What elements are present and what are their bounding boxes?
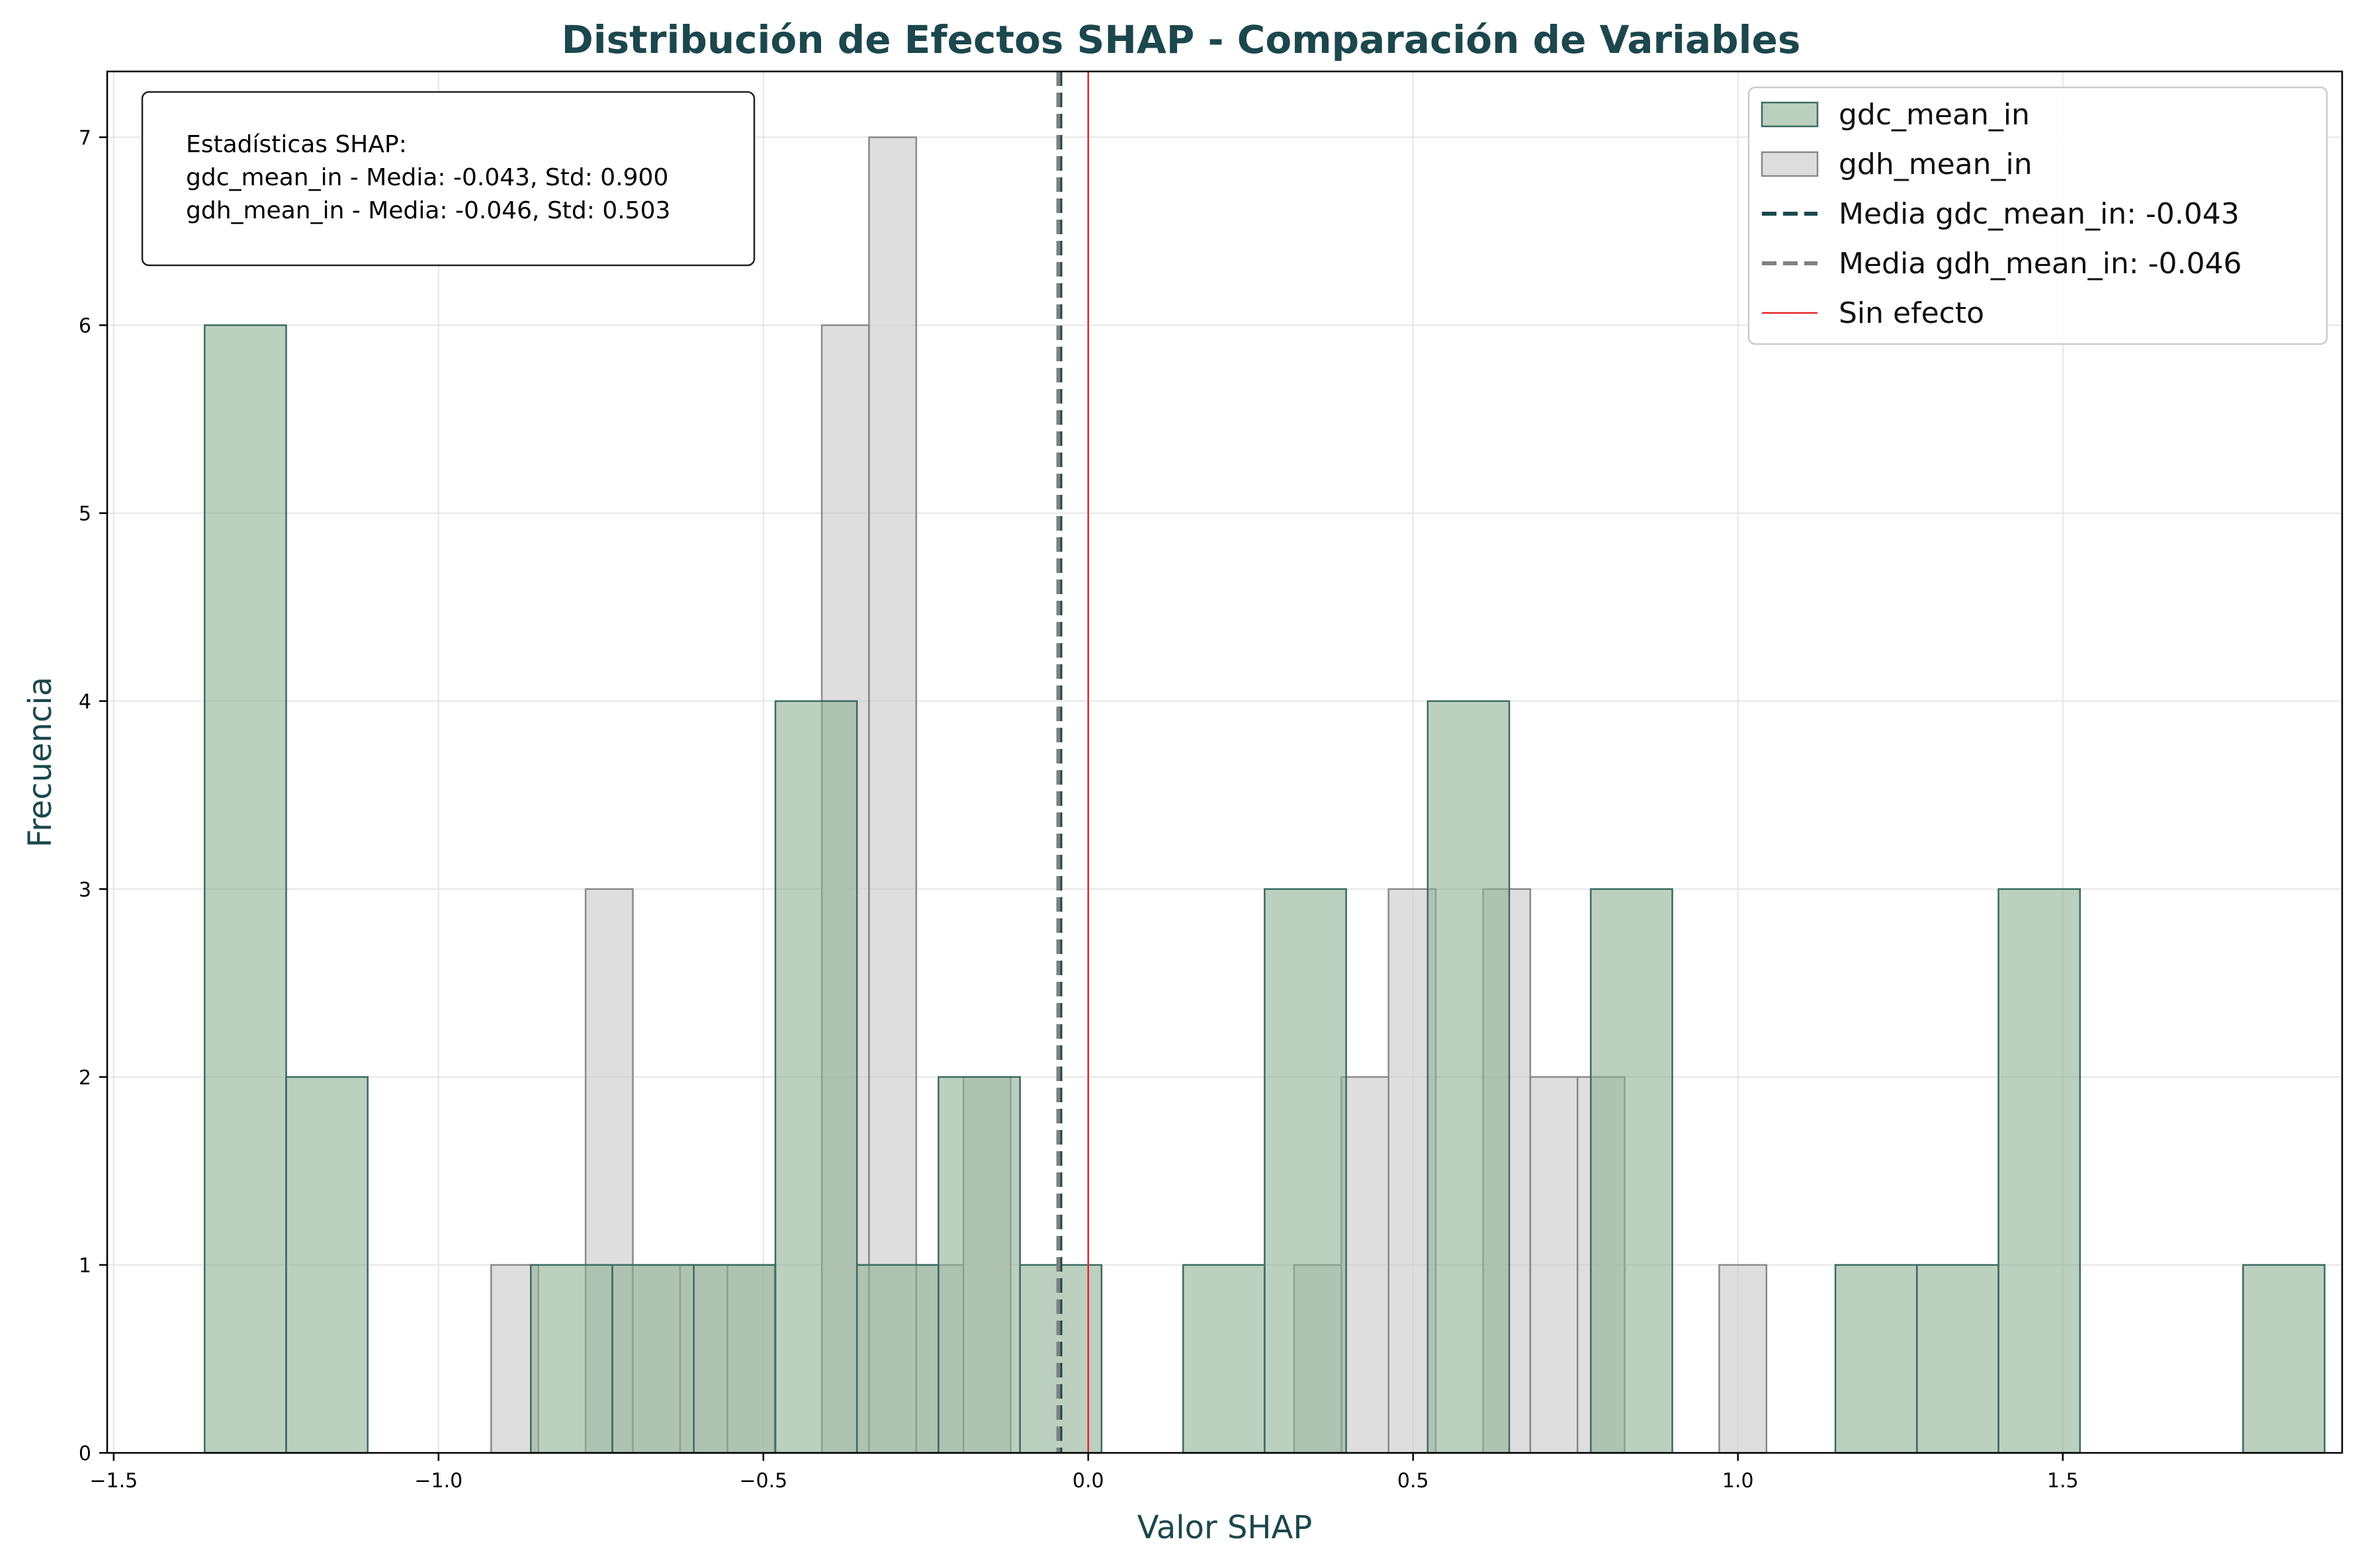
x-tick-label: 1.0 bbox=[1722, 1469, 1754, 1493]
stats-box: Estadísticas SHAP: gdc_mean_in - Media: … bbox=[141, 91, 756, 267]
gdc-mean-in-bar bbox=[1834, 1264, 1918, 1454]
chart-title: Distribución de Efectos SHAP - Comparaci… bbox=[562, 17, 1801, 62]
stats-line-gdc: gdc_mean_in - Media: -0.043, Std: 0.900 bbox=[186, 164, 668, 191]
legend-label: Sin efecto bbox=[1839, 296, 1984, 330]
y-tick-label: 2 bbox=[79, 1067, 91, 1090]
gdc-mean-in-bar bbox=[1426, 700, 1510, 1454]
legend-label: Media gdh_mean_in: -0.046 bbox=[1839, 247, 2242, 281]
y-tick-label: 5 bbox=[79, 503, 91, 526]
gdc-mean-in-bar bbox=[1590, 888, 1673, 1454]
gdc-mean-in-bar bbox=[285, 1076, 369, 1454]
legend-label: gdh_mean_in bbox=[1839, 148, 2033, 181]
stats-line-gdh: gdh_mean_in - Media: -0.046, Std: 0.503 bbox=[186, 197, 670, 224]
legend-swatch bbox=[1761, 151, 1819, 177]
gdc-mean-in-bar bbox=[204, 324, 287, 1454]
x-tick-label: −1.0 bbox=[414, 1469, 462, 1493]
y-tick-label: 6 bbox=[79, 315, 91, 338]
gdc-mean-in-bar bbox=[1997, 888, 2081, 1454]
y-tick-label: 1 bbox=[79, 1254, 91, 1278]
stats-heading: Estadísticas SHAP: bbox=[186, 131, 407, 158]
gdc-mean-in-bar bbox=[1264, 888, 1347, 1454]
x-tick-label: −0.5 bbox=[739, 1469, 787, 1493]
reference-lines bbox=[1056, 71, 1090, 1453]
gdc-mean-in-bar bbox=[693, 1264, 777, 1454]
gdh-mean-in-bar bbox=[1718, 1264, 1768, 1454]
x-tick-label: −1.5 bbox=[89, 1469, 138, 1493]
gdc-mean-in-bar bbox=[855, 1264, 940, 1454]
x-tick-label: 1.5 bbox=[2047, 1469, 2079, 1493]
y-tick-label: 4 bbox=[79, 691, 91, 714]
gdc-mean-in-bar bbox=[938, 1076, 1021, 1454]
x-axis-ticks: −1.5 −1.0 −0.5 0.0 0.5 1.0 1.5 bbox=[89, 1453, 2079, 1493]
x-axis-title: Valor SHAP bbox=[1137, 1509, 1313, 1546]
gdh-mean-in-bar bbox=[1340, 1076, 1390, 1454]
gdc-mean-in-bar bbox=[2242, 1264, 2326, 1454]
plot-frame bbox=[106, 70, 2343, 1454]
gdc-mean-in-bar bbox=[774, 700, 858, 1454]
gdc-mean-in-bar bbox=[611, 1264, 695, 1454]
gdh-mean-in-bar bbox=[868, 136, 918, 1454]
x-tick-label: 0.5 bbox=[1397, 1469, 1429, 1493]
x-tick-label: 0.0 bbox=[1072, 1469, 1104, 1493]
legend-label: Media gdc_mean_in: -0.043 bbox=[1839, 197, 2240, 231]
y-tick-label: 0 bbox=[79, 1442, 91, 1465]
gdc-mean-in-bar bbox=[1916, 1264, 1999, 1454]
gdh-mean-in-bar bbox=[1529, 1076, 1579, 1454]
gdc-mean-in-bar bbox=[1019, 1264, 1103, 1454]
gdc-mean-in-bar bbox=[1182, 1264, 1266, 1454]
y-axis-ticks: 0 1 2 3 4 5 6 7 bbox=[79, 126, 107, 1465]
gdc-mean-in-bar bbox=[529, 1264, 613, 1454]
y-axis-title: Frecuencia bbox=[22, 677, 59, 848]
stats-box-frame bbox=[141, 91, 756, 267]
y-tick-label: 3 bbox=[79, 879, 91, 902]
legend: gdc_mean_in gdh_mean_in Media gdc_mean_in:… bbox=[1747, 86, 2328, 345]
legend-swatch bbox=[1761, 101, 1819, 128]
legend-label: gdc_mean_in bbox=[1839, 98, 2030, 132]
legend-frame bbox=[1747, 86, 2328, 345]
y-tick-label: 7 bbox=[79, 126, 91, 150]
legend-entries: gdc_mean_in gdh_mean_in Media gdc_mean_in:… bbox=[1761, 98, 2242, 330]
